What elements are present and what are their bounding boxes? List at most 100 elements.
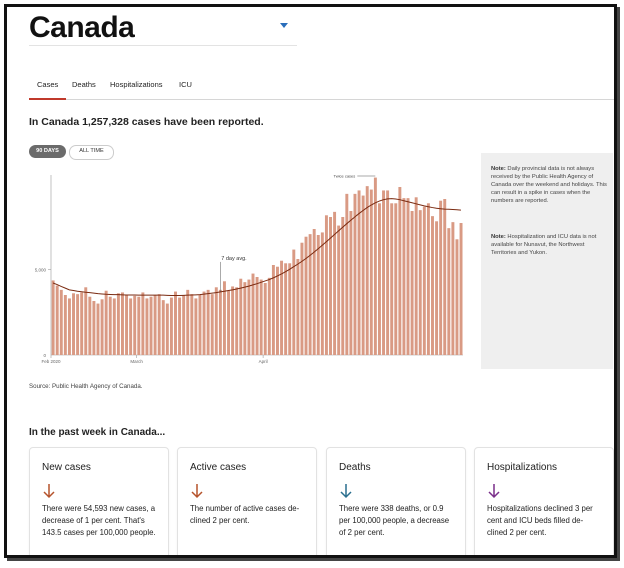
metric-tabs: Cases Deaths Hospitalizations ICU [28, 77, 614, 100]
card-deaths: Deaths There were 338 deaths, or 0.9 per… [326, 447, 466, 555]
bar [194, 298, 198, 355]
tab-cases[interactable]: Cases [28, 80, 67, 100]
card-title: New cases [42, 462, 91, 473]
bar [390, 203, 394, 355]
bar [312, 229, 316, 355]
bar [198, 295, 202, 355]
bar [88, 296, 92, 355]
bar [218, 289, 222, 355]
bar [418, 210, 422, 355]
country-dropdown-chevron-icon[interactable] [280, 23, 288, 28]
bar [51, 280, 55, 355]
arrow-down-icon [488, 484, 500, 499]
bar [231, 286, 235, 355]
seven-day-average-line [52, 198, 462, 297]
bar [243, 282, 247, 355]
country-title: Canada [29, 11, 135, 44]
bar [112, 298, 116, 355]
bar [178, 297, 182, 355]
bar [373, 177, 377, 355]
bar [169, 297, 173, 355]
bar [80, 292, 84, 355]
bar [247, 279, 251, 355]
bar [349, 211, 353, 355]
page-frame: Canada Cases Deaths Hospitalizations ICU… [4, 4, 617, 558]
bar [104, 290, 108, 355]
bar [435, 221, 439, 355]
card-body: There were 54,593 new cases, a decrease … [42, 503, 156, 539]
bar [67, 298, 71, 355]
bar [304, 236, 308, 355]
bar [157, 294, 161, 355]
bar [398, 187, 402, 355]
tab-deaths[interactable]: Deaths [72, 80, 96, 89]
bar [365, 186, 369, 355]
bar [280, 260, 284, 355]
bar [235, 287, 239, 355]
bar [259, 279, 263, 355]
bar [284, 263, 288, 355]
bar [55, 285, 59, 355]
tab-hospitalizations[interactable]: Hospitalizations [110, 80, 163, 89]
bar [125, 295, 129, 355]
bar [341, 217, 345, 355]
bar [422, 206, 426, 355]
bar [239, 278, 243, 355]
cases-chart: 0 5,000 7 day avg. Twice cases Feb 2020 March… [25, 167, 469, 367]
bar [324, 215, 328, 355]
bar [382, 190, 386, 355]
bar [345, 193, 349, 355]
card-line: There were 54,593 new cases, a [42, 504, 156, 513]
bar [320, 232, 324, 355]
avg-annotation-label: 7 day avg. [221, 256, 247, 262]
bar [161, 300, 165, 355]
bar [394, 203, 398, 355]
past-week-heading: In the past week in Canada... [29, 427, 166, 438]
x-tick-label: April [259, 359, 268, 364]
bar [96, 303, 100, 355]
bar [121, 292, 124, 355]
card-body: There were 338 deaths, or 0.9 per 100,00… [339, 503, 449, 539]
x-tick-label: March [130, 359, 143, 364]
bar [361, 195, 365, 355]
card-line: clined 2 per cent. [487, 528, 547, 537]
card-line: cent and ICU beds filled de- [487, 516, 584, 525]
bar [426, 203, 430, 355]
card-line: clined 2 per cent. [190, 516, 250, 525]
note-reporting-label: Note: [491, 166, 506, 172]
bar [145, 298, 149, 355]
bar [76, 294, 80, 355]
data-source: Source: Public Health Agency of Canada. [29, 383, 143, 390]
bar [316, 235, 320, 355]
bar [227, 290, 230, 355]
bar [459, 223, 463, 355]
card-line: There were 338 deaths, or 0.9 [339, 504, 444, 513]
card-line: per 100,000 people, a decrease [339, 516, 450, 525]
range-90-days-button[interactable]: 90 DAYS [29, 145, 66, 158]
arrow-down-icon [191, 484, 203, 499]
bar [329, 217, 332, 355]
card-line: of 2 per cent. [339, 528, 385, 537]
bar [333, 211, 337, 355]
y-tick-label: 0 [43, 353, 46, 358]
bar [206, 289, 210, 355]
card-title: Hospitalizations [487, 462, 558, 473]
bar [369, 189, 373, 355]
peak-annotation-label: Twice cases [334, 174, 356, 179]
bar [222, 281, 226, 355]
bar [410, 211, 414, 355]
bar [149, 296, 153, 355]
notes-panel [481, 153, 613, 369]
bar [300, 242, 304, 355]
bar [190, 294, 194, 355]
bar [357, 190, 361, 355]
bar [296, 259, 300, 355]
tab-icu[interactable]: ICU [179, 80, 192, 89]
bar [447, 228, 451, 355]
bar [451, 222, 455, 355]
card-title: Deaths [339, 462, 371, 473]
range-all-time-button[interactable]: ALL TIME [69, 145, 114, 160]
country-select-underline [29, 45, 297, 46]
bar [288, 263, 292, 355]
bar [63, 295, 67, 355]
